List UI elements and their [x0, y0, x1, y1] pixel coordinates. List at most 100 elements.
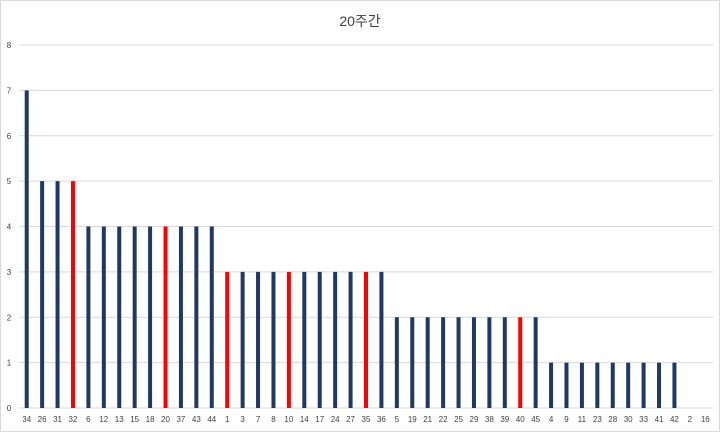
bar-23 [595, 362, 600, 408]
x-tick-label: 8 [271, 415, 276, 424]
x-tick-label: 5 [395, 415, 400, 424]
bar-21 [425, 317, 430, 408]
chart-title: 20주간 [339, 13, 381, 29]
x-tick-label: 4 [549, 415, 554, 424]
x-tick-label: 23 [593, 415, 602, 424]
bar-27 [348, 271, 353, 408]
bar-14 [302, 271, 307, 408]
x-tick-label: 22 [439, 415, 448, 424]
x-tick-label: 18 [146, 415, 155, 424]
bar-18 [148, 226, 153, 408]
x-tick-label: 28 [608, 415, 617, 424]
x-tick-label: 15 [130, 415, 139, 424]
bar-4 [549, 362, 554, 408]
x-tick-label: 20 [161, 415, 170, 424]
x-tick-label: 21 [423, 415, 432, 424]
x-tick-label: 37 [176, 415, 185, 424]
bar-8 [271, 271, 276, 408]
x-tick-label: 31 [53, 415, 62, 424]
y-tick-label: 1 [7, 359, 12, 368]
bar-37 [178, 226, 183, 408]
y-tick-label: 4 [7, 223, 12, 232]
x-tick-label: 6 [86, 415, 91, 424]
x-tick-label: 14 [300, 415, 309, 424]
y-tick-label: 0 [7, 404, 12, 413]
x-axis-ticks: 34 26 31 32 6 12 13 15 18 20 37 43 44 1 3 7 8 10 14 17 24 27 3… [22, 415, 710, 424]
x-tick-label: 32 [69, 415, 78, 424]
x-tick-label: 38 [485, 415, 494, 424]
bar-28 [610, 362, 615, 408]
x-tick-label: 33 [639, 415, 648, 424]
x-tick-label: 39 [500, 415, 509, 424]
x-tick-label: 10 [284, 415, 293, 424]
bar-12 [101, 226, 106, 408]
x-tick-label: 29 [470, 415, 479, 424]
y-tick-label: 8 [7, 41, 12, 50]
bars [24, 90, 677, 408]
bar-17 [317, 271, 322, 408]
bar-29 [471, 317, 476, 408]
x-tick-label: 2 [688, 415, 693, 424]
bar-7 [256, 271, 261, 408]
bar-20 [163, 226, 168, 408]
y-tick-label: 5 [7, 177, 12, 186]
x-tick-label: 24 [331, 415, 340, 424]
x-tick-label: 16 [701, 415, 710, 424]
x-tick-label: 42 [670, 415, 679, 424]
x-tick-label: 7 [256, 415, 261, 424]
bar-30 [626, 362, 631, 408]
bar-19 [410, 317, 415, 408]
bar-24 [333, 271, 338, 408]
bar-34 [24, 90, 29, 408]
x-tick-label: 12 [99, 415, 108, 424]
x-tick-label: 11 [578, 415, 587, 424]
bar-6 [86, 226, 91, 408]
bar-13 [117, 226, 122, 408]
bar-33 [641, 362, 646, 408]
x-tick-label: 45 [531, 415, 540, 424]
bar-41 [657, 362, 662, 408]
bar-1 [225, 271, 230, 408]
bar-11 [579, 362, 584, 408]
bar-38 [487, 317, 492, 408]
y-axis-ticks: 0 1 2 3 4 5 6 7 8 [7, 41, 12, 413]
bar-15 [132, 226, 137, 408]
x-tick-label: 36 [377, 415, 386, 424]
x-tick-label: 3 [240, 415, 245, 424]
bar-25 [456, 317, 461, 408]
bar-10 [286, 271, 291, 408]
x-tick-label: 40 [516, 415, 525, 424]
bar-32 [70, 181, 75, 408]
bar-44 [209, 226, 214, 408]
y-tick-label: 6 [7, 132, 12, 141]
bar-45 [533, 317, 538, 408]
bar-40 [518, 317, 523, 408]
x-tick-label: 9 [564, 415, 569, 424]
bar-42 [672, 362, 677, 408]
bar-9 [564, 362, 569, 408]
x-tick-label: 34 [22, 415, 31, 424]
x-tick-label: 1 [225, 415, 230, 424]
y-tick-label: 3 [7, 268, 12, 277]
bar-36 [379, 271, 384, 408]
x-tick-label: 43 [192, 415, 201, 424]
x-tick-label: 17 [315, 415, 324, 424]
bar-3 [240, 271, 245, 408]
x-tick-label: 30 [624, 415, 633, 424]
x-tick-label: 27 [346, 415, 355, 424]
x-tick-label: 13 [115, 415, 124, 424]
x-tick-label: 35 [362, 415, 371, 424]
bar-26 [40, 181, 45, 408]
bar-39 [502, 317, 507, 408]
x-tick-label: 41 [655, 415, 664, 424]
x-tick-label: 26 [38, 415, 47, 424]
x-tick-label: 44 [207, 415, 216, 424]
bar-31 [55, 181, 60, 408]
bar-43 [194, 226, 199, 408]
bar-22 [441, 317, 446, 408]
bar-5 [394, 317, 399, 408]
bar-35 [364, 271, 368, 408]
x-tick-label: 19 [408, 415, 417, 424]
